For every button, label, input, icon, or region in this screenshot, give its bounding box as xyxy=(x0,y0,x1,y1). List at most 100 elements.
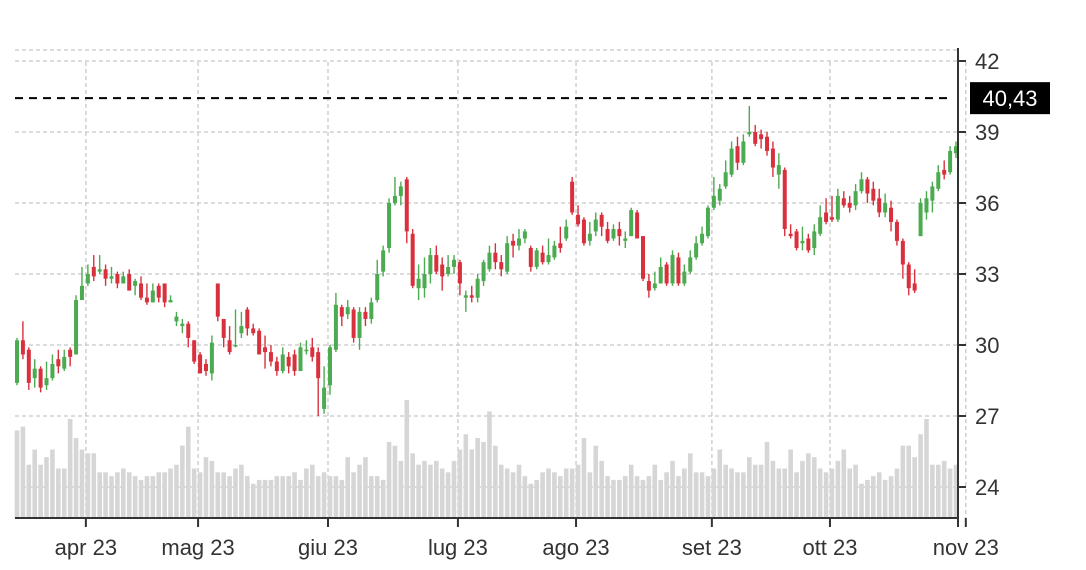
candle-body-up xyxy=(700,233,705,244)
candle-body-up xyxy=(322,387,327,409)
volume-bar xyxy=(144,476,150,518)
candle-body-down xyxy=(806,238,811,251)
candle-body-down xyxy=(68,349,73,357)
candle-body-up xyxy=(747,132,752,135)
candle-body-down xyxy=(127,274,132,291)
volume-bar xyxy=(622,476,628,518)
candle-body-up xyxy=(593,219,598,232)
volume-bar xyxy=(185,426,191,518)
candle-body-down xyxy=(316,352,321,379)
axes: 24 27 30 33 36 39 42 apr 23 mag 23 giu 23 lug 23 ag… xyxy=(15,48,999,560)
volume-bar xyxy=(363,457,368,518)
volume-bar xyxy=(20,426,26,518)
volume-bar xyxy=(79,449,85,518)
volume-bar xyxy=(953,464,959,518)
candle-body-down xyxy=(599,214,604,227)
candle-body-up xyxy=(729,148,734,175)
volume-bar xyxy=(498,464,504,518)
candle-body-down xyxy=(26,349,31,383)
volume-bar xyxy=(50,449,55,518)
volume-bar xyxy=(776,468,782,518)
volume-bar xyxy=(262,479,268,518)
volume-bar xyxy=(918,434,923,518)
candle-body-up xyxy=(463,295,468,298)
candle-body-up xyxy=(233,345,238,347)
candle-body-down xyxy=(877,198,882,213)
candle-body-up xyxy=(209,342,214,374)
volume-bar xyxy=(404,400,410,518)
candle-body-up xyxy=(375,274,380,301)
volume-bar xyxy=(304,468,309,518)
volume-bar xyxy=(357,464,362,518)
volume-bar xyxy=(605,476,610,518)
volume-bar xyxy=(941,460,947,518)
candle-body-down xyxy=(889,207,894,222)
candle-body-down xyxy=(735,146,740,163)
candle-body-up xyxy=(670,255,675,284)
volume-bar xyxy=(741,472,746,518)
candle-body-up xyxy=(298,347,303,372)
candle-body-down xyxy=(363,311,368,319)
volume-bar xyxy=(309,464,315,518)
candle-body-up xyxy=(280,354,285,372)
x-axis-tick-label: mag 23 xyxy=(161,535,234,560)
candle-body-up xyxy=(428,255,433,274)
candle-body-up xyxy=(534,250,539,267)
candle-body-up xyxy=(652,283,657,289)
volume-bar xyxy=(569,468,575,518)
candle-body-up xyxy=(936,172,941,189)
candle-body-down xyxy=(203,363,208,372)
volume-bar xyxy=(758,464,764,518)
candle-body-up xyxy=(345,307,350,315)
volume-bar xyxy=(664,472,669,518)
volume-bar xyxy=(510,472,516,518)
candle-body-up xyxy=(883,203,888,213)
volume-bar xyxy=(676,476,681,518)
volume-bar xyxy=(422,460,427,518)
volume-bar xyxy=(115,472,120,518)
candle-body-up xyxy=(304,349,309,352)
volume-bar xyxy=(227,476,232,518)
candle-body-down xyxy=(676,257,681,284)
y-axis-tick-label: 30 xyxy=(975,333,999,358)
volume-bar xyxy=(345,457,351,518)
candle-body-down xyxy=(91,266,96,277)
volume-bar xyxy=(327,476,333,518)
volume-bar xyxy=(386,441,392,518)
candle-body-up xyxy=(422,274,427,289)
candle-body-down xyxy=(410,233,415,286)
candle-body-down xyxy=(38,368,43,388)
volume-bar xyxy=(882,479,888,518)
candle-body-up xyxy=(481,262,486,282)
candle-body-down xyxy=(770,148,775,168)
candle-body-up xyxy=(328,347,332,386)
volume-bar xyxy=(687,453,693,518)
volume-bar xyxy=(286,476,291,518)
volume-bar xyxy=(475,438,480,518)
candle-body-up xyxy=(15,340,19,383)
volume-bar xyxy=(315,476,321,518)
volume-bar xyxy=(451,460,457,518)
candle-body-down xyxy=(894,221,899,241)
volume-bar xyxy=(380,479,386,518)
candle-body-down xyxy=(469,295,474,298)
candle-body-down xyxy=(292,354,297,372)
candle-body-up xyxy=(711,195,716,208)
candle-body-down xyxy=(268,352,273,362)
candle-body-up xyxy=(705,207,710,237)
candle-body-up xyxy=(694,243,699,258)
volume-bar xyxy=(894,468,900,518)
volume-bar xyxy=(534,479,539,518)
volume-bar xyxy=(109,476,114,518)
volume-bar xyxy=(56,468,61,518)
candle-body-down xyxy=(540,252,545,263)
volume-bar xyxy=(705,476,711,518)
candle-body-up xyxy=(392,195,397,203)
candle-body-down xyxy=(457,262,462,284)
volume-bar xyxy=(97,472,102,518)
volume-bar xyxy=(682,468,687,518)
volume-bar xyxy=(764,441,770,518)
volume-bar xyxy=(162,472,167,518)
volume-bar xyxy=(853,464,858,518)
